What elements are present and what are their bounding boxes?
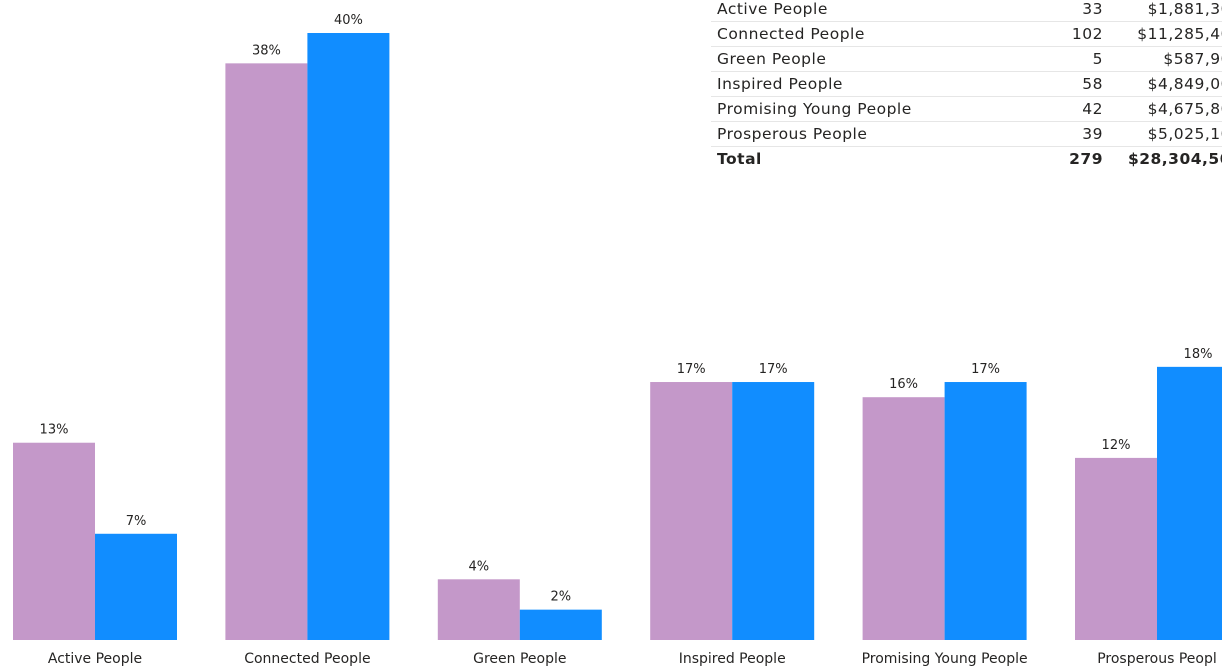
table-cell-count: 58	[1041, 71, 1109, 97]
x-tick-label: Connected People	[244, 651, 370, 667]
table-cell-name: Connected People	[711, 21, 1041, 47]
table-total-row: Total 279 $28,304,50	[711, 146, 1222, 171]
table-cell-amount: $5,025,10	[1109, 121, 1222, 147]
table-cell-count: 102	[1041, 21, 1109, 47]
table-cell-amount: $4,849,00	[1109, 71, 1222, 97]
bar-active-people-series-2[interactable]	[95, 533, 177, 640]
bar-active-people-series-1[interactable]	[13, 442, 95, 640]
data-label: 7%	[126, 514, 147, 529]
table-cell-count: 42	[1041, 96, 1109, 122]
data-label: 38%	[252, 43, 281, 58]
table-cell-name: Promising Young People	[711, 96, 1041, 122]
table-cell-amount: $11,285,40	[1109, 21, 1222, 47]
data-label: 17%	[759, 362, 788, 377]
bar-prosperous-peopl-series-2[interactable]	[1157, 366, 1222, 640]
table-cell-amount: $4,675,80	[1109, 96, 1222, 122]
bar-connected-people-series-2[interactable]	[307, 33, 390, 640]
x-tick-label: Prosperous Peopl	[1097, 651, 1217, 667]
data-label: 13%	[40, 423, 69, 438]
bar-prosperous-peopl-series-1[interactable]	[1075, 457, 1157, 640]
data-label: 18%	[1184, 347, 1213, 362]
table-row: Connected People 102 $11,285,40	[711, 21, 1222, 47]
data-label: 17%	[971, 362, 1000, 377]
data-label: 16%	[889, 377, 918, 392]
data-label: 2%	[550, 590, 571, 605]
x-tick-label: Inspired People	[679, 651, 786, 667]
data-label: 40%	[334, 13, 363, 28]
table-cell-count: 5	[1041, 46, 1109, 72]
table-cell-name: Green People	[711, 46, 1041, 72]
table-cell-amount: $587,90	[1109, 46, 1222, 72]
bar-promising-young-people-series-2[interactable]	[944, 382, 1027, 640]
table-cell-count: 33	[1041, 0, 1109, 22]
table-cell-count: 39	[1041, 121, 1109, 147]
table-cell-name: Total	[711, 146, 1041, 171]
x-tick-label: Active People	[48, 651, 142, 667]
data-label: 17%	[677, 362, 706, 377]
x-tick-label: Green People	[473, 651, 566, 667]
bar-inspired-people-series-2[interactable]	[732, 382, 815, 640]
data-label: 12%	[1102, 438, 1131, 453]
table-cell-amount: $28,304,50	[1109, 146, 1222, 171]
data-label: 4%	[468, 559, 489, 574]
bar-inspired-people-series-1[interactable]	[650, 382, 733, 640]
bar-connected-people-series-1[interactable]	[225, 63, 308, 641]
bar-green-people-series-1[interactable]	[437, 579, 520, 640]
table-cell-name: Prosperous People	[711, 121, 1041, 147]
x-tick-label: Promising Young People	[862, 651, 1028, 667]
table-cell-name: Active People	[711, 0, 1041, 22]
table-cell-name: Inspired People	[711, 71, 1041, 97]
bar-promising-young-people-series-1[interactable]	[862, 397, 945, 640]
table-cell-count: 279	[1041, 146, 1109, 171]
table-cell-amount: $1,881,30	[1109, 0, 1222, 22]
bar-green-people-series-2[interactable]	[519, 609, 602, 640]
